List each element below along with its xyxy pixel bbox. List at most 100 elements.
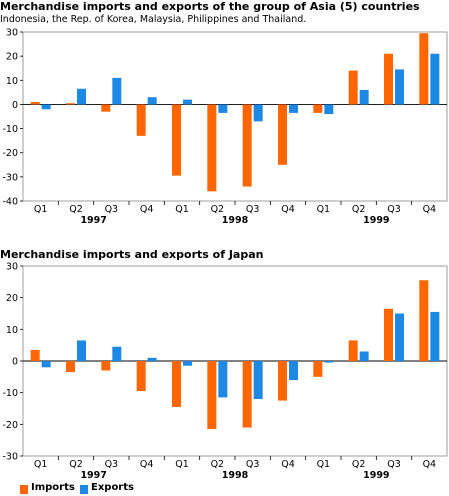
- chart1-xtick-label: Q3: [105, 204, 119, 215]
- chart2-ytick-label: -10: [2, 388, 18, 399]
- chart1-xtick-label: Q4: [281, 204, 295, 215]
- chart2-bar-exports: [395, 313, 404, 361]
- chart2-year-label: 1997: [80, 470, 106, 481]
- chart2-bar-imports: [242, 361, 252, 428]
- chart1-year-label: 1997: [80, 215, 106, 226]
- legend-exports-label: Exports: [91, 482, 134, 493]
- chart2-xtick-label: Q3: [246, 459, 260, 470]
- chart2-bar-imports: [66, 361, 75, 373]
- chart1-bar-exports: [253, 104, 263, 122]
- chart2-xtick-label: Q4: [281, 459, 295, 470]
- chart2-bar-exports: [430, 311, 440, 361]
- chart1-bar-exports: [147, 97, 157, 105]
- chart1-bar-exports: [430, 53, 440, 105]
- chart1-xtick-label: Q2: [211, 204, 225, 215]
- chart2-bar-imports: [30, 349, 40, 361]
- chart1-xtick-label: Q1: [317, 204, 331, 215]
- chart1-ytick-label: 0: [12, 100, 18, 111]
- chart2-xtick-label: Q3: [387, 459, 401, 470]
- chart1-bar-exports: [289, 104, 298, 113]
- chart2-xtick-label: Q2: [211, 459, 225, 470]
- legend-imports-swatch: [20, 485, 28, 494]
- chart1-bar-imports: [419, 33, 429, 105]
- chart2-bar-exports: [147, 357, 157, 361]
- chart2-bar-imports: [313, 361, 323, 377]
- chart2-year-label: 1999: [363, 470, 389, 481]
- chart1-year-label: 1999: [363, 215, 389, 226]
- chart1-bar-exports: [218, 104, 228, 113]
- chart2-bar-exports: [218, 361, 228, 398]
- chart1-bar-imports: [278, 104, 287, 165]
- chart2-xtick-label: Q2: [352, 459, 366, 470]
- chart1-subtitle: Indonesia, the Rep. of Korea, Malaysia, …: [0, 14, 307, 25]
- chart2-xtick-label: Q3: [105, 459, 119, 470]
- chart1-bar-exports: [112, 77, 122, 105]
- chart2-bar-imports: [348, 340, 358, 361]
- chart1-ytick-label: 20: [6, 52, 18, 63]
- chart1-xtick-label: Q3: [387, 204, 401, 215]
- chart2-ytick-label: -30: [2, 452, 18, 463]
- chart1-bar-imports: [66, 103, 75, 105]
- chart1-bar-exports: [41, 104, 51, 110]
- chart1-ytick-label: 30: [6, 28, 18, 39]
- chart1-ytick-label: 10: [6, 76, 18, 87]
- chart2-xtick-label: Q4: [140, 459, 154, 470]
- chart2-xtick-label: Q1: [317, 459, 331, 470]
- chart2-bar-imports: [101, 361, 111, 371]
- chart1-bar-imports: [172, 104, 181, 176]
- chart1-ytick-label: -10: [2, 124, 18, 135]
- chart2-ytick-label: -20: [2, 420, 18, 431]
- chart2-ytick-label: 30: [6, 262, 18, 273]
- chart2-bar-exports: [253, 361, 263, 399]
- chart2-xtick-label: Q4: [423, 459, 437, 470]
- chart2-bar-exports: [289, 361, 298, 380]
- chart2-bar-imports: [384, 308, 393, 361]
- chart1-xtick-label: Q1: [34, 204, 48, 215]
- chart2-year-label: 1998: [222, 470, 249, 481]
- chart1-bar-imports: [384, 53, 393, 105]
- chart2-bar-exports: [183, 361, 192, 366]
- chart1-bar-imports: [242, 104, 252, 187]
- chart1-bar-imports: [30, 102, 40, 105]
- chart1-bar-exports: [324, 104, 334, 115]
- chart1-bar-imports: [348, 70, 358, 105]
- chart1-xtick-label: Q1: [175, 204, 189, 215]
- chart2-title: Merchandise imports and exports of Japan: [0, 248, 264, 261]
- chart1-year-label: 1998: [222, 215, 249, 226]
- chart1-xtick-label: Q3: [246, 204, 260, 215]
- chart2-bar-exports: [324, 361, 334, 363]
- chart1-bar-imports: [136, 104, 146, 136]
- chart1-bar-exports: [77, 88, 86, 105]
- chart2-bar-imports: [278, 361, 287, 401]
- chart1-title: Merchandise imports and exports of the g…: [0, 0, 420, 13]
- chart1-bar-imports: [207, 104, 217, 192]
- chart2-bar-imports: [207, 361, 217, 430]
- chart1-plot-frame: [22, 31, 448, 202]
- chart1-bar-imports: [101, 104, 111, 112]
- chart2-bar-exports: [77, 340, 86, 361]
- chart1-ytick-label: -30: [2, 172, 18, 183]
- chart2-ytick-label: 0: [12, 357, 18, 368]
- chart2-bar-exports: [41, 361, 51, 368]
- chart2-ytick-label: 20: [6, 293, 18, 304]
- chart1-bar-exports: [359, 89, 369, 105]
- chart1-bar-imports: [313, 104, 323, 113]
- chart1-plot: 30 20 10 0 -10 -20 -30 -40 Q1 Q2 Q3 Q4 Q1 Q2 Q3 Q4 Q1 Q2 Q…: [2, 28, 448, 226]
- chart2-xtick-label: Q1: [34, 459, 48, 470]
- chart1-xtick-label: Q2: [352, 204, 366, 215]
- chart2-bar-imports: [419, 280, 429, 361]
- chart1-ytick-label: -40: [2, 197, 18, 208]
- chart2-ytick-label: 10: [6, 325, 18, 336]
- chart1-xtick-label: Q4: [423, 204, 437, 215]
- legend-exports-swatch: [80, 485, 88, 494]
- chart1-xtick-label: Q2: [69, 204, 83, 215]
- chart1-bar-exports: [183, 99, 192, 105]
- chart1-bar-exports: [395, 69, 404, 105]
- chart1-ytick-label: -20: [2, 148, 18, 159]
- chart2-plot: 30 20 10 0 -10 -20 -30 Q1 Q2 Q3 Q4 Q1 Q2 Q3 Q4 Q1 Q2 Q3 Q4…: [2, 262, 448, 481]
- chart2-bar-imports: [172, 361, 181, 407]
- chart2-xtick-label: Q1: [175, 459, 189, 470]
- chart2-bar-imports: [136, 361, 146, 392]
- chart1-xtick-label: Q4: [140, 204, 154, 215]
- legend-imports-label: Imports: [31, 482, 75, 493]
